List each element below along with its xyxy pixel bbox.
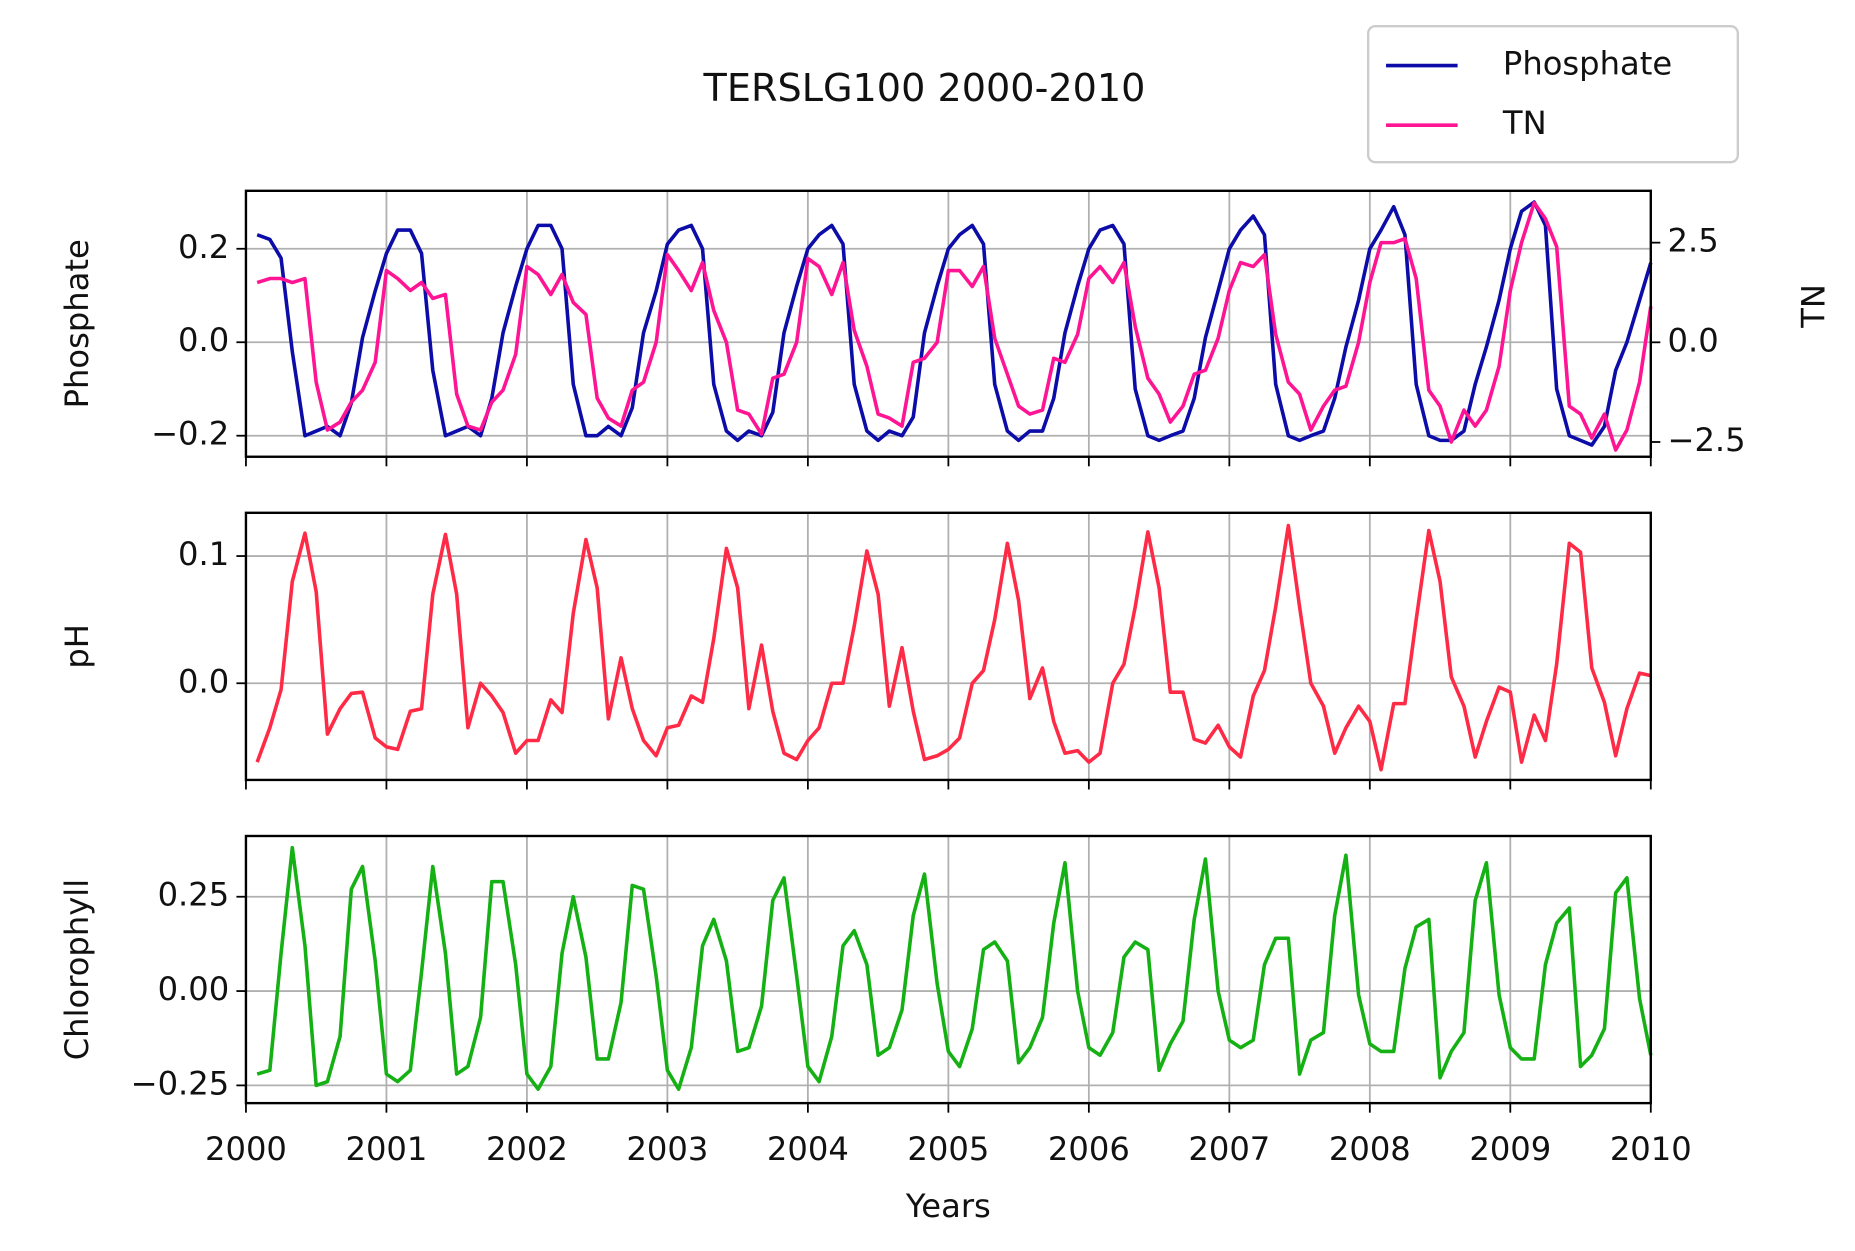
- x-tick-label: 2007: [1188, 1130, 1270, 1168]
- y-tick-label: 0.25: [158, 876, 230, 914]
- y-axis-label: Phosphate: [58, 239, 96, 408]
- legend-box: [1366, 25, 1740, 164]
- y2-axis-label: TN: [1794, 284, 1832, 329]
- legend-label: Phosphate: [1503, 45, 1672, 83]
- y2-tick-label: 2.5: [1667, 222, 1718, 260]
- data-line: [256, 200, 1653, 452]
- axes-frame: [244, 834, 1652, 1105]
- y-axis-label: Chlorophyll: [58, 879, 96, 1060]
- x-tick-label: 2010: [1610, 1130, 1692, 1168]
- axes-frame: [244, 189, 1652, 458]
- legend-label: TN: [1502, 104, 1547, 142]
- y-tick-label: −0.2: [151, 415, 229, 453]
- x-axis-label: Years: [905, 1187, 991, 1225]
- y-axis-label: pH: [58, 624, 96, 669]
- x-tick-label: 2001: [345, 1130, 427, 1168]
- x-tick-label: 2005: [907, 1130, 989, 1168]
- x-tick-label: 2004: [767, 1130, 849, 1168]
- y2-tick-label: −2.5: [1667, 421, 1745, 459]
- x-tick-label: 2009: [1469, 1130, 1551, 1168]
- x-tick-label: 2008: [1329, 1130, 1411, 1168]
- y-tick-label: 0.0: [178, 662, 229, 700]
- x-tick-label: 2000: [205, 1130, 287, 1168]
- y-tick-label: 0.00: [158, 970, 230, 1008]
- y2-tick-label: 0.0: [1667, 321, 1718, 359]
- x-tick-label: 2006: [1048, 1130, 1130, 1168]
- legend: Phosphate TN: [1366, 25, 1740, 164]
- axes-frame: [244, 511, 1652, 782]
- data-line: [255, 523, 1652, 772]
- y-tick-label: −0.25: [131, 1064, 230, 1102]
- data-line: [256, 845, 1653, 1091]
- x-tick-label: 2002: [486, 1130, 568, 1168]
- y-tick-label: 0.0: [178, 321, 229, 359]
- chart-title: TERSLG100 2000-2010: [703, 66, 1146, 110]
- y-tick-label: 0.2: [178, 228, 229, 266]
- x-tick-label: 2003: [626, 1130, 708, 1168]
- y-tick-label: 0.1: [178, 535, 229, 573]
